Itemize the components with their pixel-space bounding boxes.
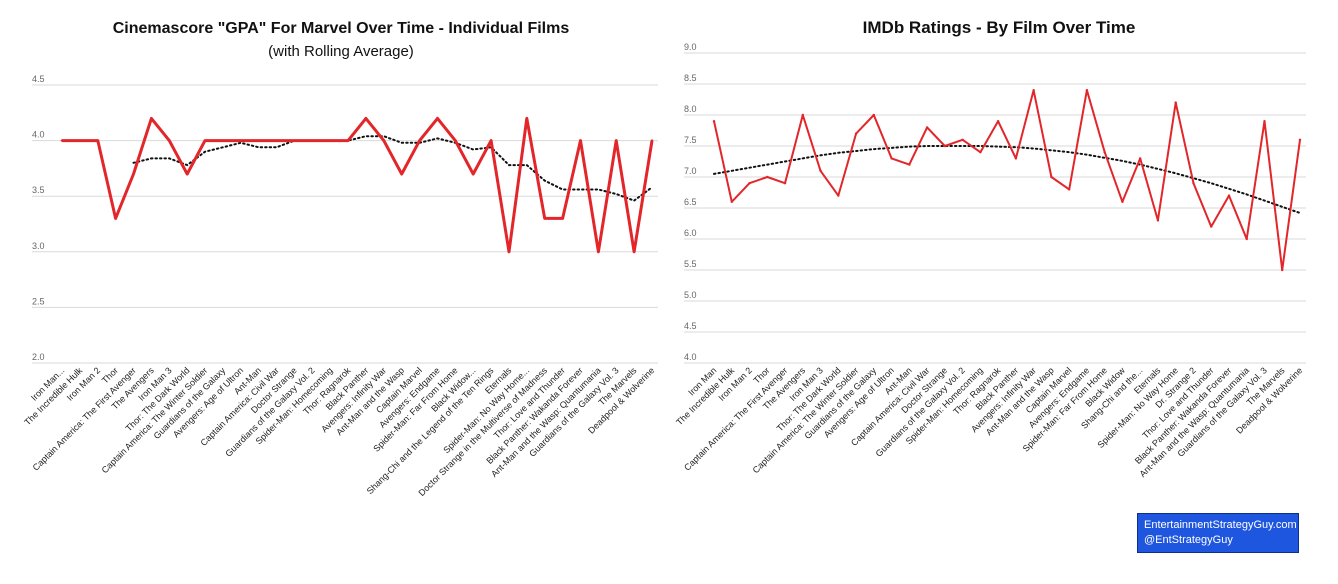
data-point xyxy=(1227,194,1231,197)
y-tick-label: 6.0 xyxy=(684,228,697,238)
data-point xyxy=(890,157,893,160)
y-tick-label: 4.5 xyxy=(32,74,45,84)
data-point xyxy=(293,139,296,142)
data-point xyxy=(525,117,529,120)
cinemascore-chart: Cinemascore "GPA" For Marvel Over Time -… xyxy=(22,20,658,498)
data-point xyxy=(748,182,751,185)
data-point xyxy=(1121,200,1124,203)
data-point xyxy=(1298,138,1302,141)
trend-line xyxy=(713,145,1301,214)
y-tick-label: 6.5 xyxy=(684,197,697,207)
data-point xyxy=(1050,175,1053,179)
credit-box: EntertainmentStrategyGuy.com @EntStrateg… xyxy=(1137,513,1299,553)
credit-website: EntertainmentStrategyGuy.com xyxy=(1144,519,1297,531)
data-point xyxy=(489,139,493,142)
data-point xyxy=(979,151,982,154)
data-point xyxy=(382,139,386,142)
y-tick-label: 4.0 xyxy=(684,352,697,362)
data-point xyxy=(1192,182,1195,185)
y-tick-label: 2.0 xyxy=(32,352,45,362)
data-point xyxy=(783,182,787,185)
y-tick-label: 7.0 xyxy=(684,166,697,176)
data-point xyxy=(1263,120,1266,123)
data-point xyxy=(239,139,242,142)
data-point xyxy=(1156,219,1160,222)
data-point xyxy=(311,139,314,142)
chart-subtitle: (with Rolling Average) xyxy=(268,43,414,60)
data-point xyxy=(507,250,511,253)
data-point xyxy=(400,172,403,176)
y-tick-label: 3.0 xyxy=(32,241,45,251)
data-point xyxy=(1085,89,1089,92)
data-point xyxy=(1138,157,1142,160)
data-point xyxy=(1174,101,1177,104)
data-point xyxy=(543,217,546,220)
data-point xyxy=(908,163,911,166)
data-point xyxy=(78,139,82,142)
data-point xyxy=(185,172,189,176)
data-point xyxy=(96,139,99,142)
data-point xyxy=(819,169,822,172)
chart-title: IMDb Ratings - By Film Over Time xyxy=(863,18,1136,37)
data-point xyxy=(328,139,332,142)
data-point xyxy=(1245,237,1248,241)
data-point xyxy=(168,139,171,142)
data-point xyxy=(615,139,618,142)
data-point xyxy=(801,113,804,117)
data-point xyxy=(132,172,135,176)
data-point xyxy=(454,139,457,142)
data-point xyxy=(872,113,876,117)
series-line xyxy=(713,89,1301,271)
y-tick-label: 2.5 xyxy=(32,296,45,306)
data-point xyxy=(60,139,64,142)
data-point xyxy=(961,138,964,141)
data-point xyxy=(766,175,769,179)
y-tick-label: 7.5 xyxy=(684,135,697,145)
data-point xyxy=(597,250,600,253)
data-point xyxy=(943,144,947,148)
y-tick-label: 4.0 xyxy=(32,130,45,140)
data-point xyxy=(150,117,153,120)
chart-title: Cinemascore "GPA" For Marvel Over Time -… xyxy=(113,20,570,37)
data-point xyxy=(472,172,475,176)
y-tick-label: 8.0 xyxy=(684,104,697,114)
y-tick-label: 5.0 xyxy=(684,290,697,300)
data-point xyxy=(996,120,1000,123)
data-point xyxy=(579,139,582,142)
data-point xyxy=(346,139,350,142)
y-tick-label: 3.5 xyxy=(32,185,45,195)
trend-line xyxy=(132,135,653,202)
data-point xyxy=(837,194,840,197)
data-point xyxy=(1032,89,1035,92)
data-point xyxy=(561,217,564,220)
data-point xyxy=(114,217,117,220)
data-point xyxy=(632,250,636,253)
credit-handle: @EntStrategyGuy xyxy=(1144,534,1233,546)
data-point xyxy=(257,139,260,142)
data-point xyxy=(221,139,225,142)
data-point xyxy=(854,132,858,135)
data-point xyxy=(203,139,207,142)
data-point xyxy=(1067,188,1071,191)
data-point xyxy=(418,139,421,142)
data-point xyxy=(275,139,278,142)
y-tick-label: 4.5 xyxy=(684,321,697,331)
data-point xyxy=(1210,225,1213,228)
y-tick-label: 9.0 xyxy=(684,42,697,52)
data-point xyxy=(1281,268,1284,272)
data-point xyxy=(712,120,716,123)
imdb-chart: IMDb Ratings - By Film Over Time 4.0 4.5 5.… xyxy=(674,18,1306,479)
series-line xyxy=(62,116,654,254)
data-point xyxy=(1014,157,1018,160)
data-point xyxy=(436,117,439,120)
data-point xyxy=(730,200,733,203)
data-point xyxy=(1103,151,1106,154)
y-tick-label: 8.5 xyxy=(684,73,697,83)
data-point xyxy=(925,126,929,129)
data-point xyxy=(650,139,654,142)
data-point xyxy=(364,117,368,120)
y-tick-label: 5.5 xyxy=(684,259,697,269)
